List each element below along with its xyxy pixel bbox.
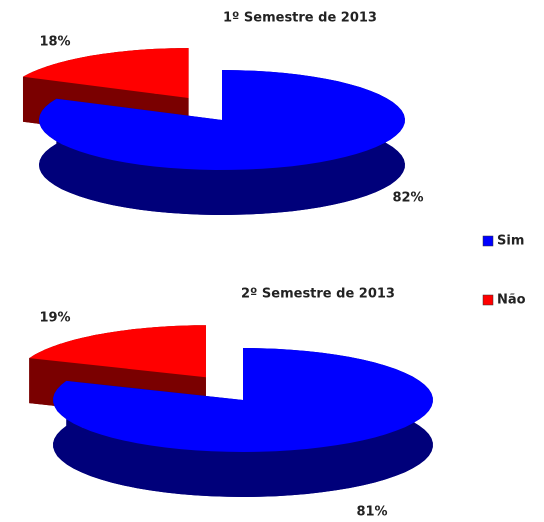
legend-label: Não [497,293,526,308]
slice-top [29,325,206,378]
chart-title: 2º Semestre de 2013 [241,287,395,302]
chart-title: 1º Semestre de 2013 [223,11,377,26]
slice-top [23,48,189,99]
legend-swatch [482,294,494,306]
legend-swatch [482,235,494,247]
data-label: 18% [39,35,70,50]
data-label: 19% [39,311,70,326]
data-label: 81% [356,505,387,520]
data-label: 82% [392,191,423,206]
slice-top [39,70,405,170]
slice-top [53,348,433,452]
legend-label: Sim [497,234,524,249]
